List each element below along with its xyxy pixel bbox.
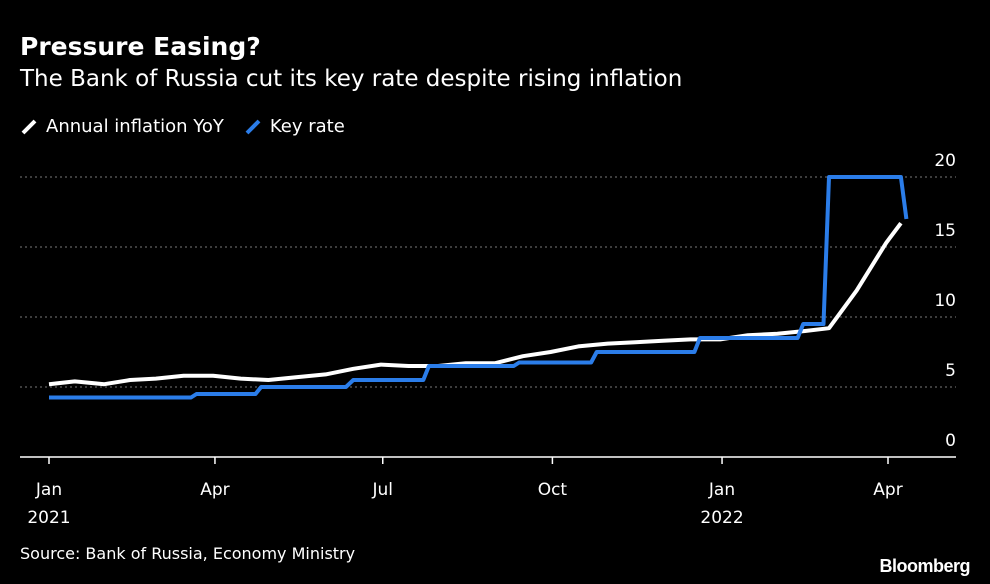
chart-title: Pressure Easing? <box>20 32 261 61</box>
y-tick-label-0: 0 <box>945 431 956 451</box>
series-line-key-rate <box>49 175 909 400</box>
x-tick-label-5: Apr <box>873 480 902 500</box>
legend-item-inflation: Annual inflation YoY <box>20 116 224 137</box>
legend-label-key-rate: Key rate <box>269 116 345 137</box>
x-tick-label-2: Jul <box>371 480 393 500</box>
source-note: Source: Bank of Russia, Economy Ministry <box>20 544 356 563</box>
legend-swatch-inflation-icon <box>21 119 37 134</box>
x-tick-sublabel-4: 2022 <box>700 508 743 528</box>
x-tick-label-0: Jan <box>35 480 62 500</box>
y-tick-label-5: 5 <box>945 361 956 381</box>
y-tick-label-15: 15 <box>934 221 956 241</box>
legend-item-key-rate: Key rate <box>244 116 345 137</box>
legend-swatch-key-rate-icon <box>245 119 261 134</box>
x-tick-label-3: Oct <box>538 480 568 500</box>
x-tick-label-1: Apr <box>200 480 229 500</box>
x-tick-sublabel-0: 2021 <box>27 508 70 528</box>
y-tick-label-20: 20 <box>934 151 956 171</box>
chart-subtitle: The Bank of Russia cut its key rate desp… <box>20 66 683 92</box>
legend: Annual inflation YoY Key rate <box>20 116 365 137</box>
y-tick-label-10: 10 <box>934 291 956 311</box>
bloomberg-logo: Bloomberg <box>879 556 970 576</box>
series-line-inflation <box>48 222 903 387</box>
legend-label-inflation: Annual inflation YoY <box>46 116 224 137</box>
x-tick-label-4: Jan <box>708 480 735 500</box>
